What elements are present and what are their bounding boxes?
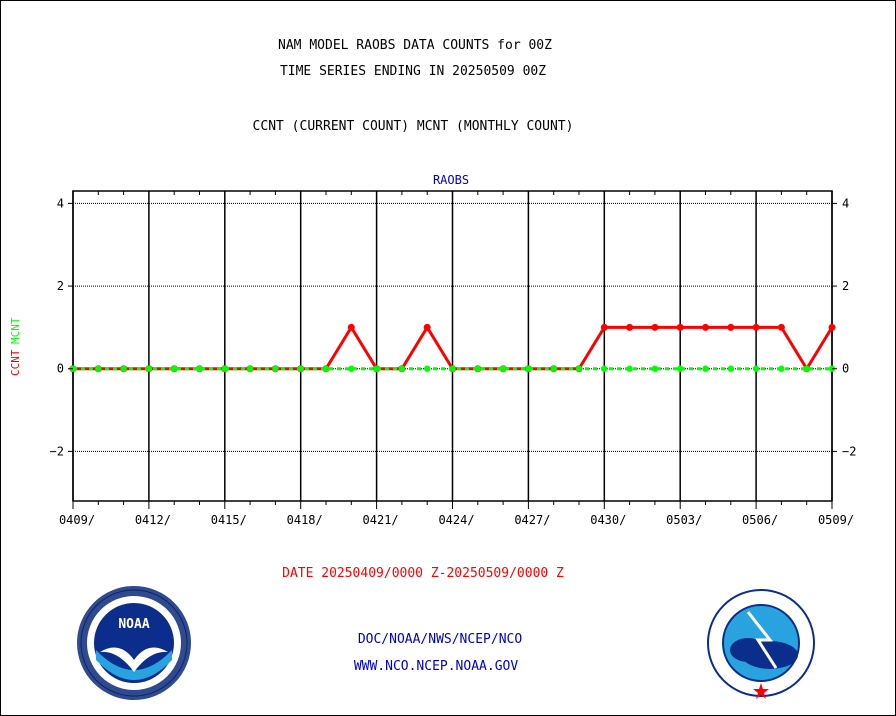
- data-point-mcnt: [221, 365, 228, 372]
- data-point-mcnt: [424, 365, 431, 372]
- data-point-mcnt: [778, 365, 785, 372]
- org-path: DOC/NOAA/NWS/NCEP/NCO: [357, 632, 523, 647]
- ticks: −2 −2 0 0 2 2 4 4 0409/0412/0415/0418/0421/0424/…: [50, 191, 856, 527]
- data-point-ccnt: [828, 323, 836, 331]
- data-point-mcnt: [95, 365, 102, 372]
- data-point-ccnt: [626, 323, 634, 331]
- data-point-mcnt: [677, 365, 684, 372]
- x-tick-label: 0412/: [135, 513, 171, 527]
- data-point-mcnt: [702, 365, 709, 372]
- data-point-mcnt: [752, 365, 760, 372]
- data-point-mcnt: [297, 365, 304, 372]
- data-point-ccnt: [777, 323, 785, 331]
- data-point-mcnt: [322, 365, 330, 372]
- grid: [72, 190, 833, 502]
- data-point-mcnt: [196, 365, 203, 372]
- data-point-mcnt: [803, 365, 810, 372]
- x-tick-label: 0409/: [59, 513, 95, 527]
- x-tick-label: 0430/: [590, 513, 626, 527]
- x-tick-label: 0503/: [666, 513, 702, 527]
- data-point-mcnt: [120, 365, 127, 372]
- chart-subtitle: CCNT (CURRENT COUNT) MCNT (MONTHLY COUNT…: [252, 119, 574, 134]
- x-tick-label: 0506/: [742, 513, 778, 527]
- data-point-mcnt: [727, 365, 734, 372]
- chart-title-line2: TIME SERIES ENDING IN 20250509 00Z: [279, 64, 547, 79]
- x-tick-label: 0424/: [438, 513, 474, 527]
- data-point-ccnt: [651, 323, 659, 331]
- panel-label: RAOBS: [433, 173, 469, 187]
- x-tick-label: 0421/: [363, 513, 399, 527]
- data-point-ccnt: [676, 323, 684, 331]
- data-point-ccnt: [600, 323, 608, 331]
- data-point-ccnt: [727, 323, 735, 331]
- data-point-mcnt: [575, 365, 583, 372]
- y-tick-label: −2: [842, 444, 856, 458]
- data-point-mcnt: [171, 365, 178, 372]
- data-point-ccnt: [347, 323, 355, 331]
- data-point-mcnt: [626, 365, 633, 372]
- y-tick-label: −2: [50, 444, 64, 458]
- data-point-mcnt: [525, 365, 532, 372]
- data-point-mcnt: [246, 365, 254, 372]
- data-point-mcnt: [373, 365, 380, 372]
- data-point-mcnt: [651, 365, 659, 372]
- series-layer: [69, 323, 836, 373]
- chart-title: NAM MODEL RAOBS DATA COUNTS for 00Z: [278, 38, 552, 53]
- x-tick-label: 0427/: [514, 513, 550, 527]
- data-point-mcnt: [449, 365, 456, 372]
- y-axis-label: CCNT MCNT: [9, 317, 22, 376]
- date-range: DATE 20250409/0000 Z-20250509/0000 Z: [282, 566, 564, 581]
- data-point-mcnt: [474, 365, 481, 372]
- y-tick-label: 4: [842, 196, 849, 210]
- y-tick-label: 0: [57, 362, 64, 376]
- data-point-mcnt: [398, 365, 406, 372]
- y-tick-label: 2: [842, 279, 849, 293]
- data-point-ccnt: [752, 323, 760, 331]
- data-point-mcnt: [272, 365, 279, 372]
- y-tick-label: 4: [57, 196, 64, 210]
- data-point-ccnt: [702, 323, 709, 331]
- x-tick-label: 0418/: [287, 513, 323, 527]
- data-point-mcnt: [550, 365, 557, 372]
- data-point-mcnt: [601, 365, 608, 372]
- website-link[interactable]: WWW.NCO.NCEP.NOAA.GOV: [353, 659, 519, 674]
- y-axis-label-ccnt: CCNT: [9, 349, 22, 376]
- x-tick-label: 0415/: [211, 513, 247, 527]
- data-point-mcnt: [348, 365, 355, 372]
- y-tick-label: 2: [57, 279, 64, 293]
- x-tick-label: 0509/: [818, 513, 854, 527]
- data-point-mcnt: [145, 365, 153, 372]
- data-point-mcnt: [499, 365, 507, 372]
- data-point-ccnt: [423, 323, 431, 331]
- y-axis-label-mcnt: MCNT: [9, 317, 22, 344]
- y-tick-label: 0: [842, 362, 849, 376]
